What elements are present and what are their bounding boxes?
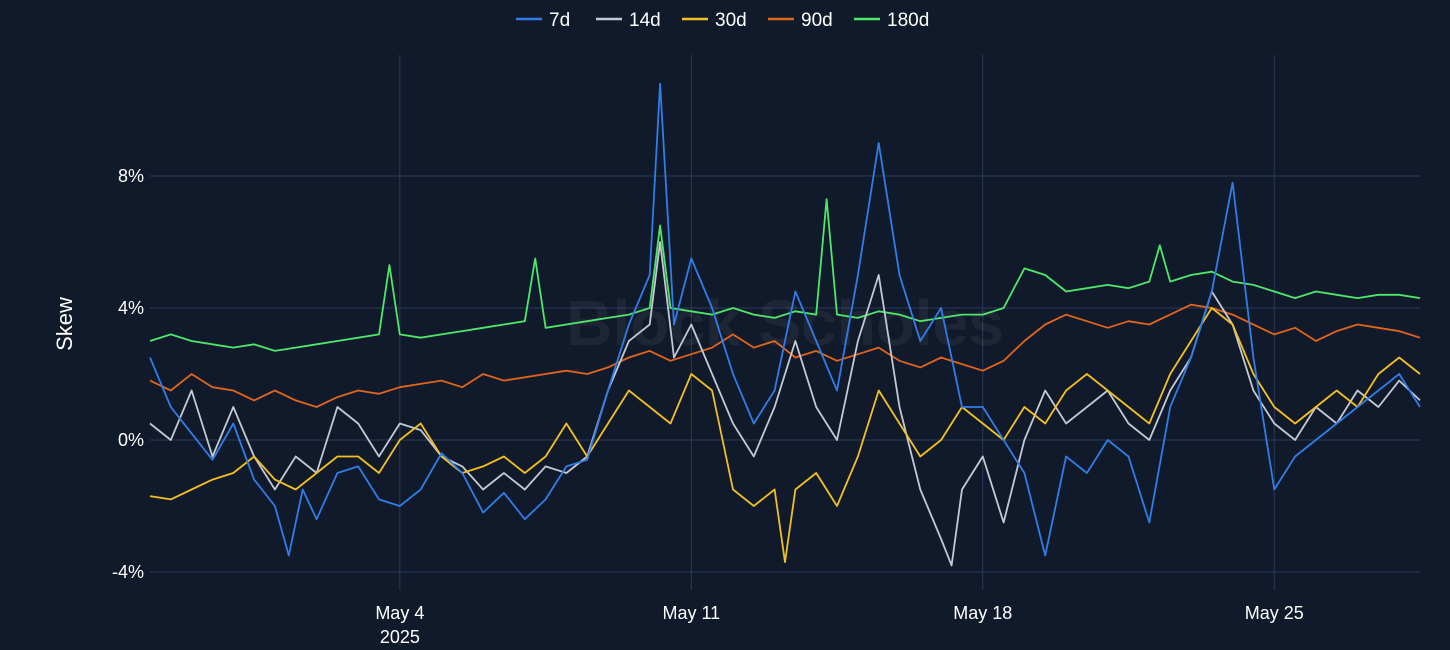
series-line-30d	[149, 307, 1421, 563]
series-line-180d	[149, 198, 1421, 352]
grid	[150, 55, 1420, 590]
legend-item-7d[interactable]: 7d	[516, 10, 570, 31]
y-tick-label: -4%	[112, 562, 144, 582]
y-tick-label: 8%	[118, 166, 144, 186]
legend[interactable]: 7d 14d 30d 90d 180d	[516, 10, 929, 31]
y-tick-label: 4%	[118, 298, 144, 318]
y-tick-label: 0%	[118, 430, 144, 450]
y-axis-title: Skew	[52, 297, 77, 351]
legend-label: 90d	[801, 10, 833, 31]
series-lines	[149, 82, 1421, 567]
x-tick-label: May 11	[662, 603, 720, 623]
legend-label: 7d	[549, 10, 570, 31]
x-tick-label: May 4	[375, 603, 424, 623]
legend-label: 30d	[715, 10, 747, 31]
legend-item-180d[interactable]: 180d	[854, 10, 929, 31]
legend-item-30d[interactable]: 30d	[682, 10, 747, 31]
x-tick-label: May 25	[1245, 603, 1304, 623]
legend-label: 180d	[887, 10, 929, 31]
legend-item-14d[interactable]: 14d	[596, 10, 661, 31]
x-axis-ticks: May 4 2025 May 11 May 18 May 25	[375, 603, 1303, 647]
legend-label: 14d	[629, 10, 661, 31]
y-axis-ticks: -4% 0% 4% 8%	[112, 166, 144, 582]
x-tick-sublabel: 2025	[380, 627, 420, 647]
x-tick-label: May 18	[953, 603, 1012, 623]
legend-item-90d[interactable]: 90d	[768, 10, 833, 31]
series-line-90d	[149, 303, 1421, 408]
series-line-7d	[149, 82, 1421, 557]
